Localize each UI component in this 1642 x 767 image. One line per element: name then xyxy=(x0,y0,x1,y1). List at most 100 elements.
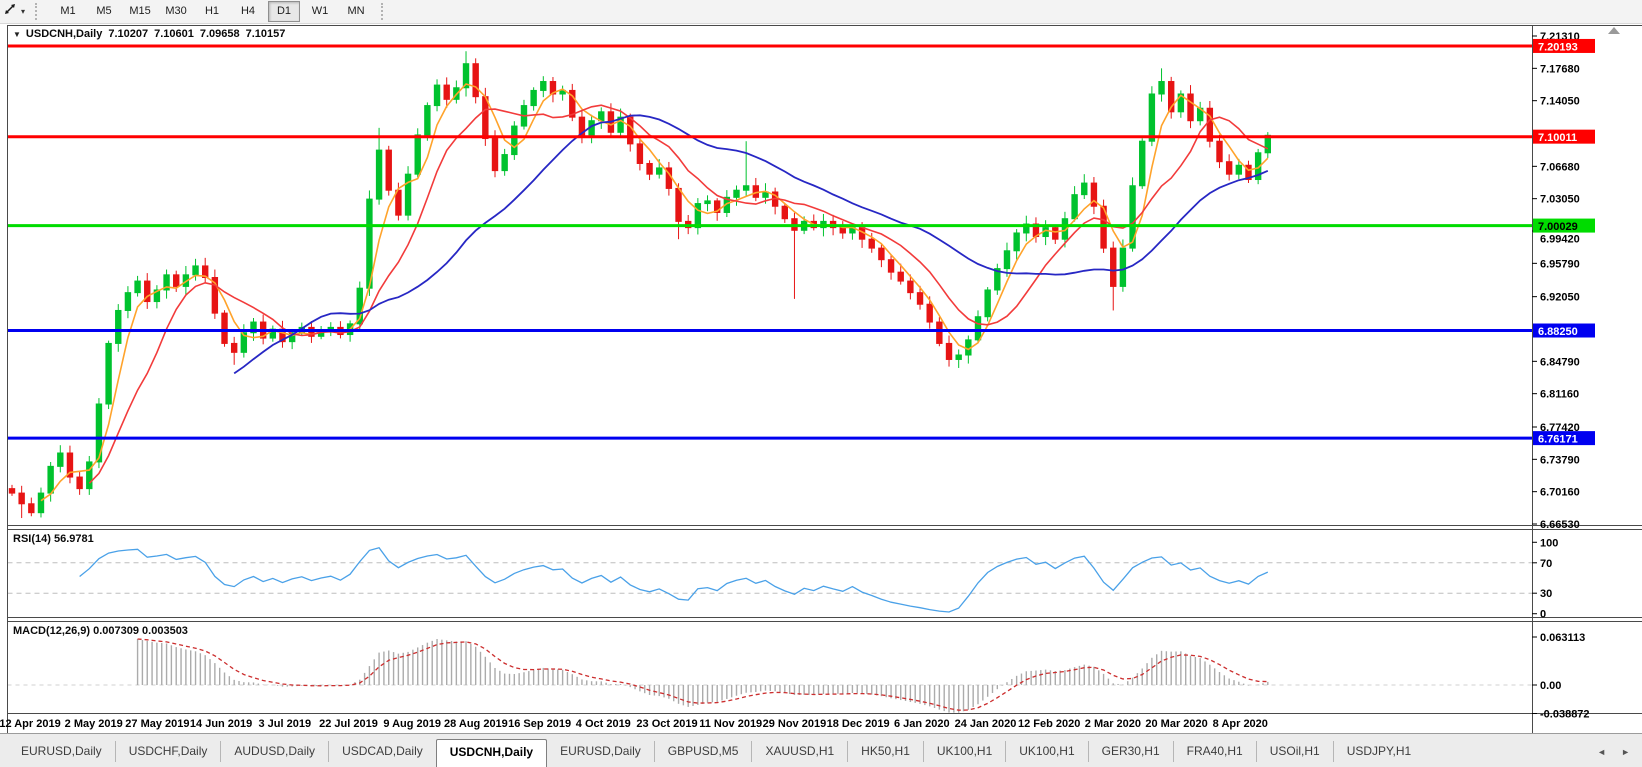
date-tick-label: 12 Feb 2020 xyxy=(1018,718,1080,730)
candle-body xyxy=(385,149,392,191)
candle-body xyxy=(559,89,566,95)
timeframe-button-M5[interactable]: M5 xyxy=(96,5,112,17)
candle-body xyxy=(202,265,209,279)
rsi-name: RSI(14) xyxy=(13,533,51,545)
candle-body xyxy=(57,452,64,467)
timeframe-button-D1[interactable]: D1 xyxy=(268,1,301,22)
chart-tab-AUDUSD-Daily[interactable]: AUDUSD,Daily xyxy=(220,741,328,762)
chart-tab-GER30-H1[interactable]: GER30,H1 xyxy=(1087,741,1173,762)
price-tick-label: 6.77420 xyxy=(1540,422,1580,434)
toolbar-grip[interactable] xyxy=(35,3,41,20)
candle-body xyxy=(936,321,943,344)
candle-body xyxy=(617,116,624,133)
collapse-arrow-icon[interactable]: ▼ xyxy=(13,29,21,39)
candle-body xyxy=(211,277,219,314)
timeframe-button-M15[interactable]: M15 xyxy=(129,5,151,17)
candle-body xyxy=(76,476,83,490)
tab-scroll-right-icon[interactable]: ► xyxy=(1621,747,1630,757)
candle-body xyxy=(1245,164,1252,181)
chart-canvas[interactable]: 7.213107.176807.140507.066807.030506.994… xyxy=(0,0,1642,733)
price-tick-label: 6.95790 xyxy=(1540,258,1580,270)
chart-tab-HK50-H1[interactable]: HK50,H1 xyxy=(847,741,923,762)
candle-body xyxy=(124,292,132,311)
price-label-badge xyxy=(1533,218,1595,233)
candle-body xyxy=(627,116,634,145)
candle-body xyxy=(47,465,54,494)
candle-body xyxy=(491,138,499,172)
chart-tab-UK100-H1[interactable]: UK100,H1 xyxy=(1005,741,1087,762)
candle-body xyxy=(897,271,904,282)
date-tick-label: 14 Jun 2019 xyxy=(190,718,252,730)
chart-tab-EURUSD-Daily[interactable]: EURUSD,Daily xyxy=(21,744,102,758)
timeframe-button-M30[interactable]: M30 xyxy=(165,5,187,17)
date-tick-label: 8 Apr 2020 xyxy=(1213,718,1268,730)
chart-symbol-label: USDCNH,Daily xyxy=(25,28,103,40)
candle-body xyxy=(926,303,933,323)
candle-body xyxy=(733,189,740,198)
candle-body xyxy=(1110,247,1117,287)
candle-body xyxy=(501,154,508,172)
price-label-badge xyxy=(1533,431,1595,446)
timeframe-button-MN[interactable]: MN xyxy=(347,5,365,17)
candle-body xyxy=(994,268,1001,291)
chart-tab-USDCNH-Daily[interactable]: USDCNH,Daily xyxy=(435,739,548,767)
date-tick-label: 3 Jul 2019 xyxy=(259,718,312,730)
candle-body xyxy=(404,173,412,216)
ohlc-low: 7.09658 xyxy=(199,28,240,40)
trend-cursor-icon xyxy=(2,1,18,22)
date-tick-label: 20 Mar 2020 xyxy=(1145,718,1207,730)
date-tick-label: 2 Mar 2020 xyxy=(1085,718,1141,730)
candle-body xyxy=(482,96,489,140)
chart-title: ▼ USDCNH,Daily 7.10207 7.10601 7.09658 7… xyxy=(13,28,285,40)
ohlc-open: 7.10207 xyxy=(108,28,149,40)
candle-body xyxy=(984,289,991,318)
chart-tab-UK100-H1[interactable]: UK100,H1 xyxy=(922,741,1005,762)
candle-body xyxy=(8,488,16,494)
candle-body xyxy=(356,287,363,325)
candle-body xyxy=(945,342,953,360)
timeframe-button-H1[interactable]: H1 xyxy=(204,5,220,17)
ohlc-close: 7.10157 xyxy=(245,28,286,40)
candle-body xyxy=(916,292,924,305)
date-tick-label: 22 Jul 2019 xyxy=(319,718,378,730)
chart-tab-USDCAD-Daily[interactable]: USDCAD,Daily xyxy=(328,741,436,762)
candle-body xyxy=(1023,223,1030,234)
candle-body xyxy=(443,84,450,100)
rsi-tick-label: 0 xyxy=(1540,609,1546,621)
chart-tab-USDCHF-Daily[interactable]: USDCHF,Daily xyxy=(114,741,221,762)
timeframe-button-M1[interactable]: M1 xyxy=(60,5,76,17)
tab-scroll-left-icon[interactable]: ◄ xyxy=(1597,747,1607,757)
candle-body xyxy=(1139,140,1146,187)
date-tick-label: 2 May 2019 xyxy=(65,718,123,730)
chart-tab-EURUSD-Daily[interactable]: EURUSD,Daily xyxy=(560,744,641,758)
date-tick-label: 4 Oct 2019 xyxy=(576,718,631,730)
candle-body xyxy=(1129,185,1136,249)
chart-tab-GBPUSD-M5[interactable]: GBPUSD,M5 xyxy=(653,741,752,762)
candle-body xyxy=(433,84,441,107)
candles-layer xyxy=(8,51,1271,519)
candle-body xyxy=(221,312,228,344)
candle-body xyxy=(549,81,557,95)
price-tick-label: 6.84790 xyxy=(1540,356,1580,368)
candle-body xyxy=(86,461,93,490)
date-tick-label: 28 Aug 2019 xyxy=(444,718,508,730)
timeframe-button-W1[interactable]: W1 xyxy=(311,5,329,17)
price-tick-label: 7.03050 xyxy=(1540,194,1580,206)
date-tick-label: 23 Oct 2019 xyxy=(636,718,697,730)
dropdown-caret-icon[interactable]: ▾ xyxy=(21,7,26,16)
chart-tab-XAUUSD-H1[interactable]: XAUUSD,H1 xyxy=(751,741,847,762)
macd-value-main: 0.007309 xyxy=(93,625,139,637)
candle-body xyxy=(1187,93,1194,122)
chart-tab-USOil-H1[interactable]: USOil,H1 xyxy=(1255,741,1333,762)
candle-body xyxy=(1071,194,1078,220)
ma-slow-line xyxy=(233,114,1269,375)
candle-body xyxy=(1177,93,1185,113)
candle-body xyxy=(569,89,576,118)
candle-body xyxy=(636,143,644,164)
chart-tab-USDJPY-H1[interactable]: USDJPY,H1 xyxy=(1332,741,1424,762)
toolbar-grip-2[interactable] xyxy=(381,3,387,20)
chart-tab-FRA40-H1[interactable]: FRA40,H1 xyxy=(1172,741,1256,762)
price-tick-label: 7.06680 xyxy=(1540,161,1580,173)
timeframe-button-H4[interactable]: H4 xyxy=(240,5,256,17)
cursor-tool-button[interactable]: ▾ xyxy=(0,1,28,22)
